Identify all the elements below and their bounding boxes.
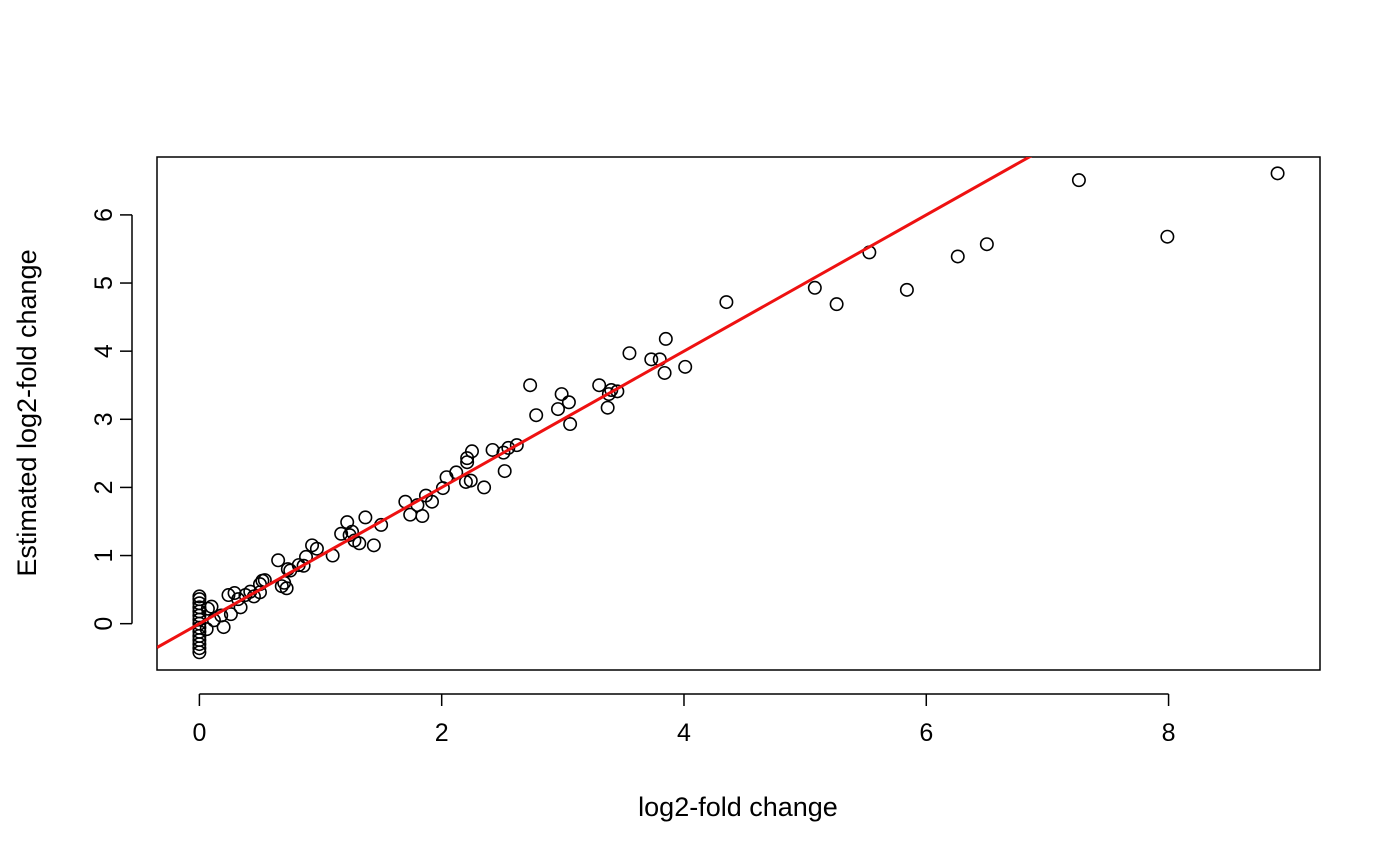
- data-point: [622, 346, 637, 361]
- data-point: [366, 538, 381, 553]
- data-point: [979, 237, 994, 252]
- data-point: [497, 464, 512, 479]
- plot-frame: [156, 156, 1321, 671]
- reference-line-layer: [157, 157, 1033, 649]
- data-point: [807, 280, 822, 295]
- data-point: [358, 510, 373, 525]
- data-points: [192, 166, 1285, 660]
- data-point: [496, 445, 511, 460]
- x-tick-label: 6: [919, 719, 933, 747]
- data-point: [296, 558, 311, 573]
- x-tick-label: 0: [192, 719, 206, 747]
- data-point: [950, 249, 965, 264]
- data-point: [216, 620, 231, 635]
- y-tick-label: 5: [90, 276, 118, 290]
- y-tick-label: 1: [90, 549, 118, 563]
- data-point: [509, 438, 524, 453]
- data-point: [1071, 173, 1086, 188]
- x-axis: 0 2 4 6 8: [192, 693, 1176, 747]
- data-point: [658, 331, 673, 346]
- x-tick-label: 2: [435, 719, 449, 747]
- data-point: [657, 365, 672, 380]
- data-point: [563, 417, 578, 432]
- data-point: [340, 515, 355, 530]
- data-point: [678, 359, 693, 374]
- y-tick-label: 0: [90, 617, 118, 631]
- x-axis-title: log2-fold change: [638, 792, 838, 822]
- data-point: [1270, 166, 1285, 181]
- y-axis: 0 1 2 3 4 5 6: [90, 208, 133, 631]
- y-tick-label: 2: [90, 480, 118, 494]
- data-point: [523, 378, 538, 393]
- data-point: [424, 494, 439, 509]
- data-point: [199, 622, 214, 637]
- data-point: [192, 589, 207, 604]
- data-point: [561, 395, 576, 410]
- data-point: [592, 378, 607, 393]
- data-point: [550, 402, 565, 417]
- data-point: [554, 387, 569, 402]
- data-point: [644, 352, 659, 367]
- y-tick-label: 6: [90, 208, 118, 222]
- data-point: [529, 408, 544, 423]
- y-tick-label: 4: [90, 344, 118, 358]
- data-point: [223, 607, 238, 622]
- x-tick-label: 8: [1162, 719, 1176, 747]
- data-point: [899, 282, 914, 297]
- data-point: [829, 297, 844, 312]
- data-point: [477, 480, 492, 495]
- y-tick-label: 3: [90, 412, 118, 426]
- data-point: [352, 536, 367, 551]
- data-point: [464, 444, 479, 459]
- reference-line: [157, 157, 1033, 649]
- data-point: [279, 581, 294, 596]
- data-point: [463, 473, 478, 488]
- data-point: [1160, 229, 1175, 244]
- data-point: [600, 400, 615, 415]
- data-point: [221, 588, 236, 603]
- data-point: [334, 526, 349, 541]
- data-point: [415, 509, 430, 524]
- data-point: [204, 599, 219, 614]
- y-axis-title: Estimated log2-fold change: [12, 249, 42, 576]
- data-point: [271, 553, 286, 568]
- x-tick-label: 4: [677, 719, 691, 747]
- data-point: [719, 295, 734, 310]
- data-point: [309, 541, 324, 556]
